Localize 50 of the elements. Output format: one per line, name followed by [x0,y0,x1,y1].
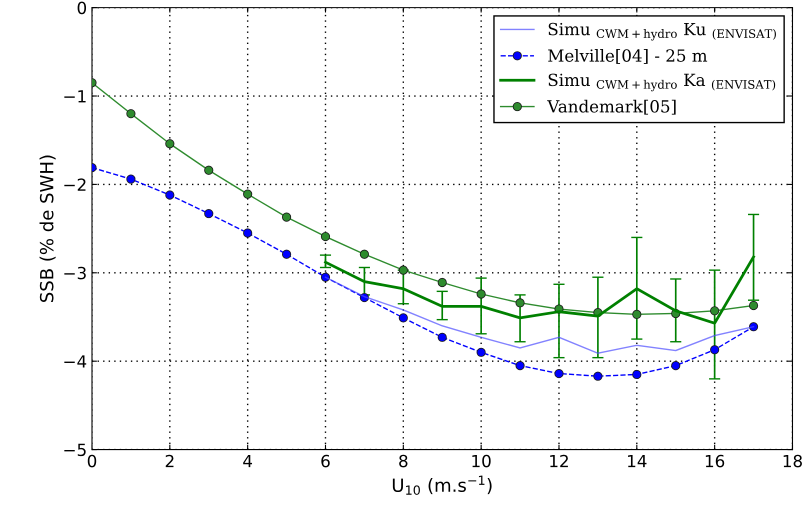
x-tick-label: 0 [88,454,96,468]
y-tick-label: −5 [64,444,86,456]
point [632,370,642,380]
x-tick-label: 8 [399,454,408,468]
point [320,232,330,242]
x-tick-label: 14 [628,454,646,468]
legend-label: Vandemark[05] [547,100,676,115]
x-tick-label: 2 [166,454,174,468]
point [632,310,642,319]
point [398,313,408,322]
x-axis-title: U$_{10}$ (m.s$^{−1}$) [392,476,492,495]
x-tick-label: 4 [243,454,252,468]
y-tick-label: −4 [64,355,86,368]
y-tick-label: −3 [64,266,86,280]
point [671,361,680,370]
point [360,250,369,259]
point [243,228,252,238]
x-tick-label: 6 [321,454,330,468]
y-tick-label: −2 [64,178,86,191]
x-tick-label: 18 [784,454,802,468]
point [515,298,525,308]
x-tick-label: 16 [706,454,724,468]
point [204,208,214,218]
legend-label: Simu $_{CWM+hydro}$ Ka $_{(ENVISAT)}$ [548,74,776,92]
x-tick-label: 10 [472,454,491,468]
point [593,372,602,381]
point [243,190,252,199]
point [282,212,292,222]
legend-label: Melville[04] - 25 m [548,48,708,64]
y-tick-label: −1 [64,90,86,102]
point [204,166,214,175]
legend-label: Simu $_{CWM+hydro}$ Ku $_{(ENVISAT)}$ [548,22,776,40]
point [748,300,758,310]
point [476,348,486,357]
point [398,266,408,275]
point [710,345,720,354]
point [126,109,136,118]
point [710,306,720,316]
point [126,174,136,184]
point [554,368,564,378]
x-tick-label: 12 [550,454,568,468]
point [282,250,292,259]
point [476,289,486,299]
point [165,190,174,200]
y-axis-title: SSB (% de SWH) [40,156,56,302]
point [438,278,447,288]
point [165,139,174,148]
point [515,361,525,370]
point [438,332,447,342]
y-tick-label: 0 [78,2,86,14]
